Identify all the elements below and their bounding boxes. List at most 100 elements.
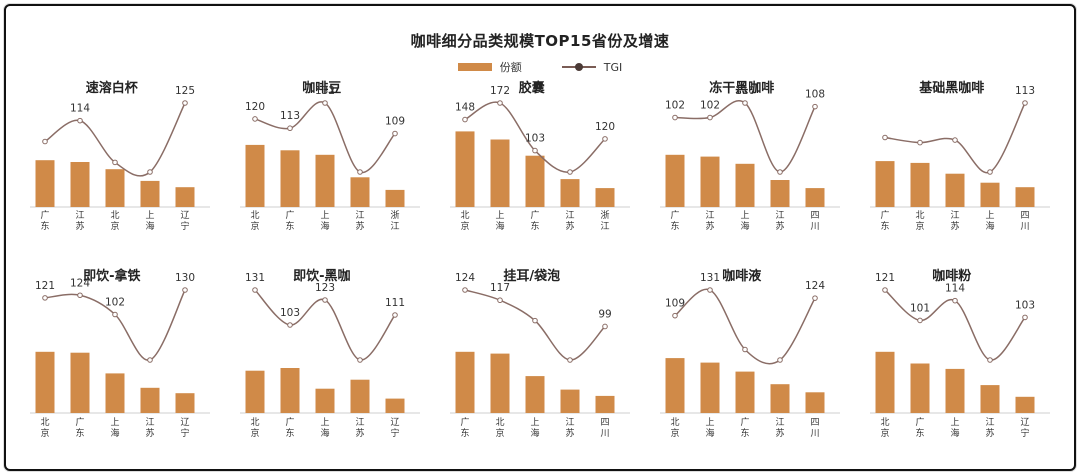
- tgi-line: [674, 288, 816, 365]
- bar-4: [350, 177, 370, 207]
- tgi-point-2: [497, 100, 503, 106]
- bar-2: [280, 368, 300, 413]
- category-label: 江苏: [565, 210, 574, 232]
- panel-title: 咖啡液: [722, 268, 761, 284]
- category-label: 广东: [670, 209, 679, 232]
- legend-item-share: 份额: [457, 59, 522, 75]
- category-label: 北京: [110, 210, 119, 232]
- bar-5: [1015, 187, 1035, 207]
- tgi-data-label: 114: [70, 103, 90, 115]
- tgi-point-2: [707, 114, 713, 121]
- tgi-point-5: [602, 323, 608, 330]
- tgi-data-label: 110: [735, 85, 755, 97]
- tgi-point-3: [952, 297, 958, 304]
- tgi-point-1: [882, 134, 888, 141]
- tgi-point-2: [707, 287, 713, 293]
- category-label: 上海: [110, 417, 119, 439]
- panel-title: 基础黑咖啡: [918, 80, 984, 96]
- bar-5: [595, 395, 615, 413]
- panel-title: 咖啡粉: [932, 268, 971, 284]
- panel-title: 胶囊: [519, 80, 546, 96]
- bar-5: [805, 392, 825, 413]
- category-label: 北京: [250, 210, 259, 232]
- tgi-data-label: 109: [665, 298, 685, 310]
- category-label: 北京: [880, 417, 889, 439]
- tgi-point-5: [1022, 314, 1028, 321]
- category-label: 江苏: [355, 417, 364, 439]
- category-label: 江苏: [705, 210, 714, 232]
- bar-2: [70, 162, 90, 207]
- tgi-point-3: [742, 100, 748, 106]
- category-label: 辽宁: [1020, 417, 1029, 439]
- tgi-data-label: 102: [665, 100, 685, 112]
- tgi-point-3: [532, 147, 538, 154]
- tgi-point-4: [567, 357, 573, 363]
- category-label: 广东: [740, 416, 749, 439]
- tgi-data-label: 117: [490, 282, 510, 294]
- bar-4: [560, 179, 580, 207]
- tgi-point-1: [672, 312, 678, 319]
- bar-3: [315, 154, 335, 207]
- category-label: 江苏: [775, 417, 784, 439]
- tgi-point-2: [917, 139, 923, 146]
- category-label: 广东: [40, 209, 49, 232]
- tgi-data-label: 102: [700, 100, 720, 112]
- category-label: 江苏: [145, 417, 154, 439]
- tgi-point-4: [147, 169, 153, 175]
- category-label: 广东: [75, 416, 84, 439]
- category-label: 四川: [810, 211, 819, 232]
- bar-2: [700, 362, 720, 413]
- category-label: 浙江: [390, 209, 399, 232]
- bar-1: [245, 144, 265, 207]
- bar-5: [385, 189, 405, 207]
- bar-1: [245, 370, 265, 413]
- tgi-point-5: [812, 295, 818, 301]
- tgi-point-3: [112, 159, 118, 166]
- tgi-point-2: [917, 317, 923, 324]
- tgi-point-1: [672, 114, 678, 121]
- category-label: 江苏: [355, 210, 364, 232]
- panel-title: 即饮-拿铁: [83, 268, 140, 284]
- tgi-point-5: [602, 136, 608, 142]
- tgi-point-1: [252, 287, 258, 293]
- tgi-data-label: 120: [595, 121, 615, 133]
- tgi-point-5: [182, 287, 188, 293]
- tgi-data-label: 101: [910, 302, 930, 314]
- tgi-data-label: 132: [315, 85, 335, 97]
- tgi-data-label: 108: [805, 89, 825, 101]
- panel-title: 即饮-黑咖: [293, 268, 350, 284]
- category-label: 四川: [600, 418, 609, 439]
- bar-4: [980, 385, 1000, 413]
- tgi-data-label: 103: [1015, 299, 1035, 311]
- bar-1: [35, 160, 55, 207]
- tgi-point-2: [77, 292, 83, 299]
- tgi-point-1: [462, 287, 468, 293]
- tgi-point-4: [567, 169, 573, 175]
- bar-3: [525, 376, 545, 413]
- bar-2: [490, 353, 510, 413]
- tgi-data-label: 121: [35, 280, 55, 292]
- category-label: 北京: [670, 417, 679, 439]
- panel-title: 冻干黑咖啡: [709, 80, 774, 96]
- category-label: 上海: [950, 417, 959, 439]
- category-label: 浙江: [600, 209, 609, 232]
- category-label: 广东: [530, 209, 539, 232]
- bar-2: [490, 139, 510, 207]
- tgi-point-4: [147, 357, 153, 363]
- category-label: 上海: [495, 210, 504, 232]
- tgi-point-4: [987, 357, 993, 363]
- bar-4: [140, 180, 160, 207]
- tgi-point-5: [392, 130, 398, 137]
- panel-title: 挂耳/袋泡: [503, 268, 560, 284]
- bar-3: [315, 388, 335, 413]
- tgi-data-label: 111: [385, 297, 405, 309]
- tgi-data-label: 125: [175, 85, 195, 97]
- category-label: 四川: [810, 418, 819, 439]
- tgi-point-1: [42, 295, 48, 301]
